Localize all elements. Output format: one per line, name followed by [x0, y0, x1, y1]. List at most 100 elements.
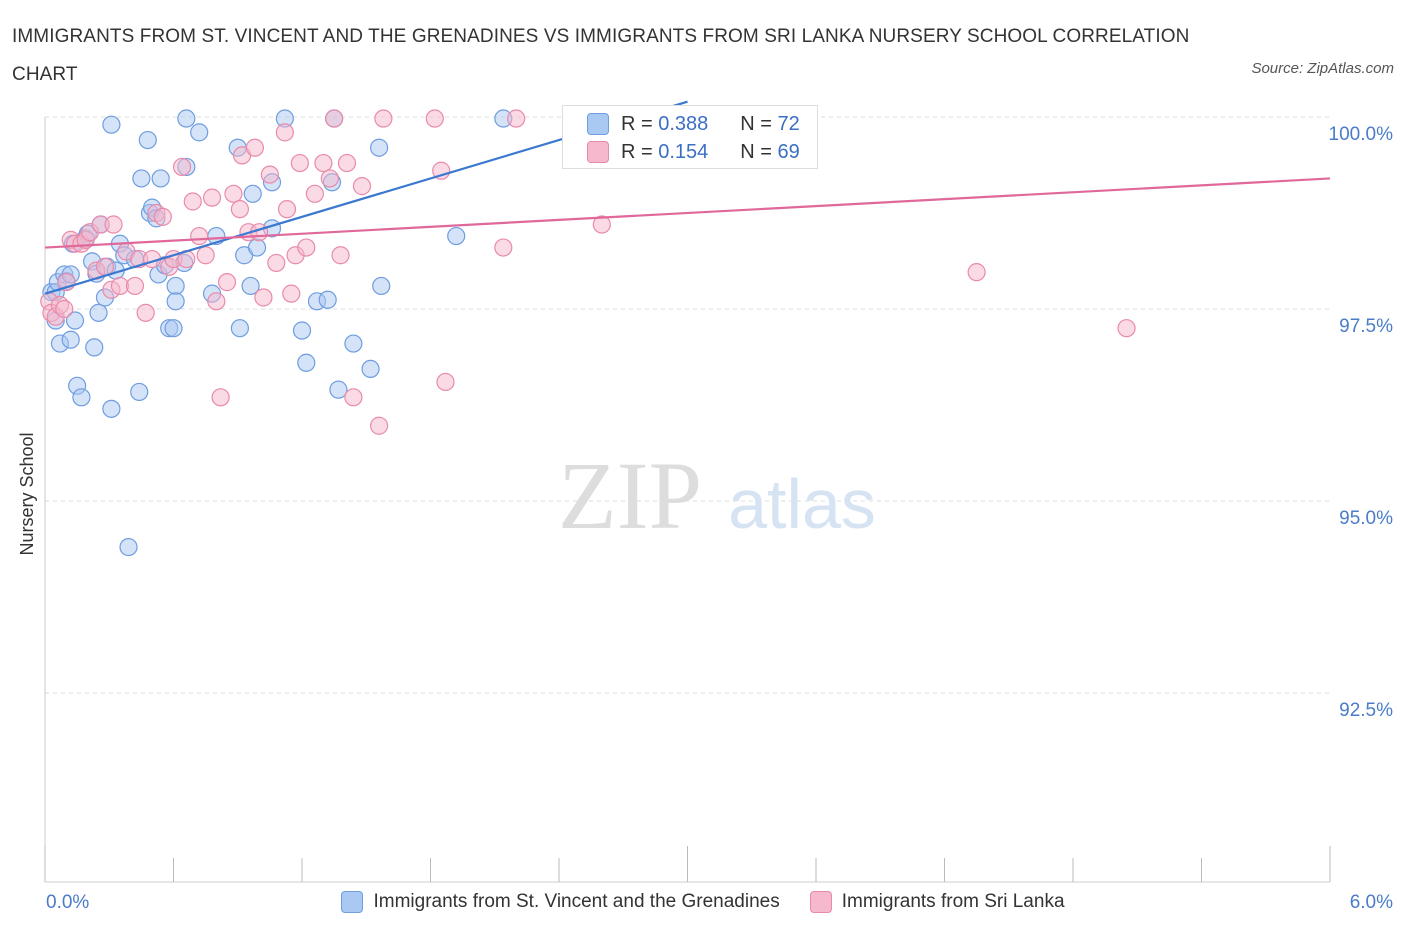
- watermark-zip: ZIP: [558, 442, 702, 549]
- point-sri-lanka: [325, 109, 344, 128]
- source-label: Source: ZipAtlas.com: [1251, 60, 1394, 77]
- point-st-vincent: [89, 303, 108, 322]
- y-axis-label: Nursery School: [17, 432, 37, 555]
- point-sri-lanka: [275, 123, 294, 142]
- legend: Immigrants from St. Vincent and the Gren…: [0, 884, 1406, 920]
- x-tick-label: 0.0%: [46, 892, 89, 913]
- point-st-vincent: [344, 334, 363, 353]
- stats-r-value: 0.388: [658, 112, 709, 135]
- point-st-vincent: [102, 399, 121, 418]
- stats-swatch-blue: [587, 113, 609, 135]
- point-sri-lanka: [55, 299, 74, 319]
- x-tick-label: 6.0%: [1350, 892, 1393, 913]
- stats-r-label: R =: [621, 112, 653, 135]
- point-sri-lanka: [425, 109, 444, 128]
- point-sri-lanka: [507, 109, 526, 128]
- point-sri-lanka: [211, 388, 230, 407]
- point-sri-lanka: [374, 109, 393, 128]
- point-sri-lanka: [282, 284, 301, 303]
- legend-item-sri-lanka[interactable]: Immigrants from Sri Lanka: [809, 891, 1065, 913]
- stats-row-blue: R = 0.388 N = 72: [563, 110, 800, 138]
- point-sri-lanka: [267, 253, 286, 273]
- stats-r-label: R =: [621, 140, 653, 163]
- point-sri-lanka: [592, 215, 611, 234]
- point-sri-lanka: [207, 292, 226, 311]
- point-sri-lanka: [305, 184, 324, 203]
- point-sri-lanka: [254, 288, 273, 307]
- stats-r-value: 0.154: [658, 140, 709, 163]
- chart-title: IMMIGRANTS FROM ST. VINCENT AND THE GREN…: [12, 26, 1190, 85]
- point-st-vincent: [132, 169, 151, 188]
- watermark: ZIP atlas: [558, 442, 876, 549]
- legend-item-st-vincent[interactable]: Immigrants from St. Vincent and the Gren…: [341, 891, 780, 913]
- point-sri-lanka: [202, 188, 222, 207]
- point-st-vincent: [318, 290, 337, 309]
- point-sri-lanka: [494, 238, 513, 257]
- point-st-vincent: [241, 276, 260, 296]
- y-tick-label: 97.5%: [1339, 316, 1393, 337]
- point-sri-lanka: [290, 153, 309, 173]
- legend-label: Immigrants from St. Vincent and the Gren…: [373, 891, 780, 912]
- point-sri-lanka: [230, 200, 249, 219]
- point-sri-lanka: [320, 169, 339, 188]
- point-sri-lanka: [104, 215, 123, 234]
- stats-n-value: 72: [777, 112, 800, 135]
- data-points: [40, 108, 1136, 557]
- legend-label: Immigrants from Sri Lanka: [841, 891, 1065, 912]
- point-st-vincent: [102, 115, 121, 134]
- point-sri-lanka: [172, 157, 192, 177]
- y-tick-label: 100.0%: [1329, 124, 1394, 145]
- point-sri-lanka: [190, 226, 209, 246]
- legend-swatch-blue: [341, 891, 364, 913]
- stats-swatch-pink: [587, 141, 609, 163]
- point-sri-lanka: [217, 273, 237, 292]
- point-sri-lanka: [436, 372, 455, 392]
- point-st-vincent: [190, 123, 209, 142]
- point-sri-lanka: [1117, 319, 1136, 338]
- point-st-vincent: [230, 319, 249, 338]
- point-st-vincent: [61, 330, 80, 349]
- point-sri-lanka: [224, 184, 243, 203]
- point-st-vincent: [247, 238, 267, 257]
- point-sri-lanka: [314, 153, 333, 173]
- point-sri-lanka: [153, 207, 172, 226]
- point-st-vincent: [65, 311, 85, 330]
- stats-n-value: 69: [777, 140, 800, 163]
- point-st-vincent: [166, 276, 185, 296]
- tick-labels: 92.5% 95.0% 97.5% 100.0% 0.0% 6.0%: [46, 124, 1393, 913]
- point-sri-lanka: [331, 246, 350, 265]
- point-sri-lanka: [352, 177, 372, 196]
- point-sri-lanka: [370, 416, 389, 435]
- point-st-vincent: [243, 184, 262, 203]
- y-tick-label: 92.5%: [1339, 700, 1393, 721]
- stats-row-pink: R = 0.154 N = 69: [563, 138, 800, 166]
- point-st-vincent: [119, 537, 138, 557]
- point-sri-lanka: [183, 192, 202, 211]
- point-st-vincent: [151, 169, 170, 188]
- point-st-vincent: [130, 382, 149, 402]
- trend-line-sri-lanka: [44, 177, 1331, 249]
- y-tick-label: 95.0%: [1339, 508, 1393, 529]
- point-st-vincent: [72, 388, 91, 407]
- point-sri-lanka: [337, 153, 357, 173]
- point-sri-lanka: [297, 238, 316, 257]
- point-sri-lanka: [95, 257, 115, 276]
- stats-n-label: N =: [740, 140, 772, 163]
- point-st-vincent: [447, 226, 466, 246]
- point-st-vincent: [329, 380, 348, 399]
- point-sri-lanka: [967, 263, 986, 282]
- point-st-vincent: [164, 319, 183, 338]
- legend-swatch-pink: [809, 891, 832, 913]
- watermark-atlas: atlas: [728, 465, 876, 543]
- point-st-vincent: [177, 109, 196, 128]
- point-sri-lanka: [125, 276, 145, 296]
- point-st-vincent: [370, 138, 389, 157]
- point-st-vincent: [372, 276, 391, 296]
- point-st-vincent: [292, 321, 312, 340]
- point-sri-lanka: [245, 138, 264, 157]
- point-st-vincent: [166, 292, 185, 311]
- point-sri-lanka: [196, 246, 215, 265]
- point-sri-lanka: [136, 303, 155, 322]
- stats-box: R = 0.388 N = 72 R = 0.154 N = 69: [562, 105, 818, 169]
- stats-n-label: N =: [740, 112, 772, 135]
